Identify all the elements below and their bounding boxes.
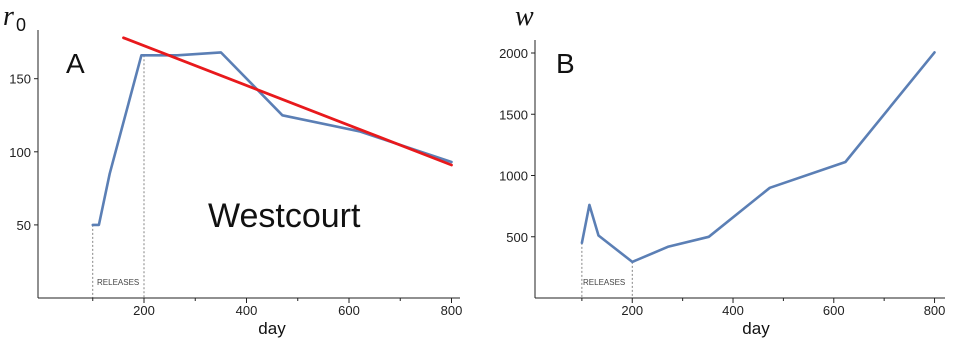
panel-a-annotation: Westcourt [208, 197, 361, 235]
x-tick-label: 800 [924, 303, 946, 318]
panel-a-axes: 200 400 600 800 50 100 150 [9, 30, 462, 318]
fit-line [122, 36, 453, 167]
panel-a-xlabel: day [258, 319, 286, 338]
x-tick-label: 200 [621, 303, 643, 318]
y-tick-label: 100 [9, 145, 31, 160]
panel-a-ylabel: r [3, 1, 14, 32]
panel-b-lines [580, 51, 936, 264]
x-tick-label: 600 [823, 303, 845, 318]
panel-b-ylabel: w [515, 1, 534, 32]
y-tick-label: 150 [9, 72, 31, 87]
x-tick-label: 200 [133, 303, 155, 318]
panel-a-letter: A [66, 48, 85, 79]
panel-b-axes: 200 400 600 800 500 1000 1500 2000 [499, 40, 945, 318]
y-tick-label: 500 [506, 230, 528, 245]
panel-b: 200 400 600 800 500 1000 1500 2000 w B RELEASES… [499, 1, 945, 338]
data-series-line [91, 51, 453, 227]
panel-b-marks [581, 242, 633, 298]
panel-a-marks [92, 55, 145, 298]
panel-b-xlabel: day [742, 319, 770, 338]
y-tick-label: 1000 [499, 169, 528, 184]
data-series-line [580, 51, 936, 264]
x-tick-label: 600 [338, 303, 360, 318]
y-tick-label: 1500 [499, 107, 528, 122]
panel-a: 200 400 600 800 50 100 150 r 0 A Westcourt REL… [3, 1, 462, 338]
x-tick-label: 400 [722, 303, 744, 318]
x-tick-label: 400 [236, 303, 258, 318]
panel-a-ylabel-subscript: 0 [16, 15, 26, 35]
panel-b-letter: B [556, 48, 575, 79]
panel-a-lines [91, 36, 453, 227]
panel-b-releases-label: RELEASES [583, 278, 625, 287]
panel-a-releases-label: RELEASES [97, 278, 139, 287]
y-tick-label: 50 [17, 218, 31, 233]
x-tick-label: 800 [441, 303, 463, 318]
y-tick-label: 2000 [499, 46, 528, 61]
